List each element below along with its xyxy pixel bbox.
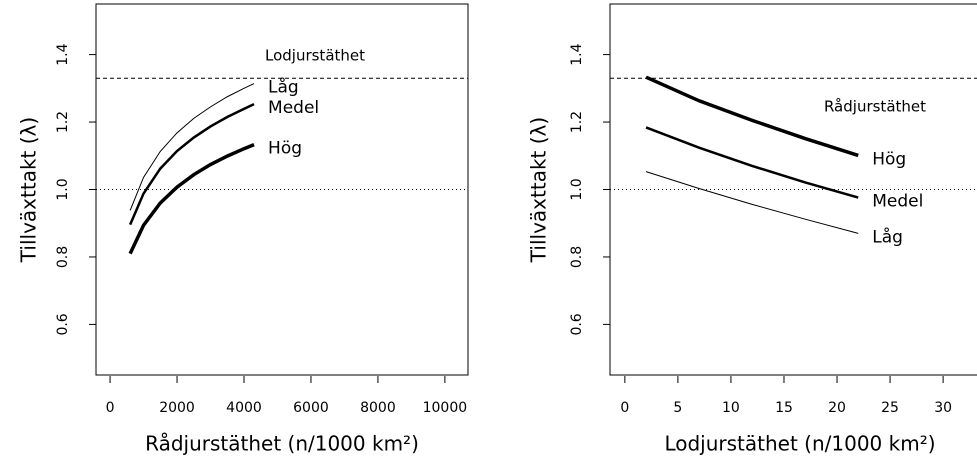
y-axis-title: Tillväxttakt (λ) [527,117,551,263]
series-label: Medel [872,192,923,212]
series-label: Låg [268,77,299,98]
x-tick-label: 6000 [293,400,329,416]
x-tick-label: 20 [828,400,846,416]
x-tick-label: 2000 [159,400,195,416]
y-tick-label: 1.2 [55,111,71,133]
x-tick-label: 10000 [423,400,468,416]
series-line [646,77,858,155]
annotation: Lodjurstäthet [265,47,365,65]
y-axis-title: Tillväxttakt (λ) [17,117,41,263]
series-label: Medel [268,98,319,118]
series-line [130,145,254,254]
x-axis-title: Lodjurstäthet (n/1000 km²) [664,432,935,456]
y-tick-label: 1.2 [569,111,585,133]
series-line [130,104,254,224]
y-tick-label: 0.6 [569,313,585,335]
x-tick-label: 5 [673,400,682,416]
x-tick-label: 0 [106,400,115,416]
x-tick-label: 8000 [360,400,396,416]
y-tick-label: 1.4 [55,43,71,65]
y-tick-label: 0.8 [55,246,71,268]
y-tick-label: 1.0 [569,178,585,200]
x-tick-label: 0 [620,400,629,416]
y-tick-label: 1.0 [55,178,71,200]
panel: 0.6 0.8 1.0 1.2 1.4 0 2000 4000 6000 8000 10000 Låg… [17,4,469,456]
x-tick-label: 10 [722,400,740,416]
x-tick-label: 25 [881,400,899,416]
y-tick-label: 0.6 [55,313,71,335]
series-label: Hög [872,149,906,169]
series-line [646,127,858,197]
x-axis-title: Rådjurstäthet (n/1000 km²) [145,432,419,456]
annotation: Rådjurstäthet [824,98,926,116]
plot-frame [610,4,977,375]
panel: 0.6 0.8 1.0 1.2 1.4 0 5 10 15 20 25 30 Hög Medel Låg Rå… [527,4,977,456]
series-label: Hög [268,139,302,159]
y-tick-label: 1.4 [569,43,585,65]
x-tick-label: 15 [775,400,793,416]
y-tick-label: 0.8 [569,246,585,268]
series-line [130,84,254,211]
x-tick-label: 4000 [226,400,262,416]
series-label: Låg [872,226,903,247]
series-line [646,172,858,234]
x-tick-label: 30 [934,400,952,416]
